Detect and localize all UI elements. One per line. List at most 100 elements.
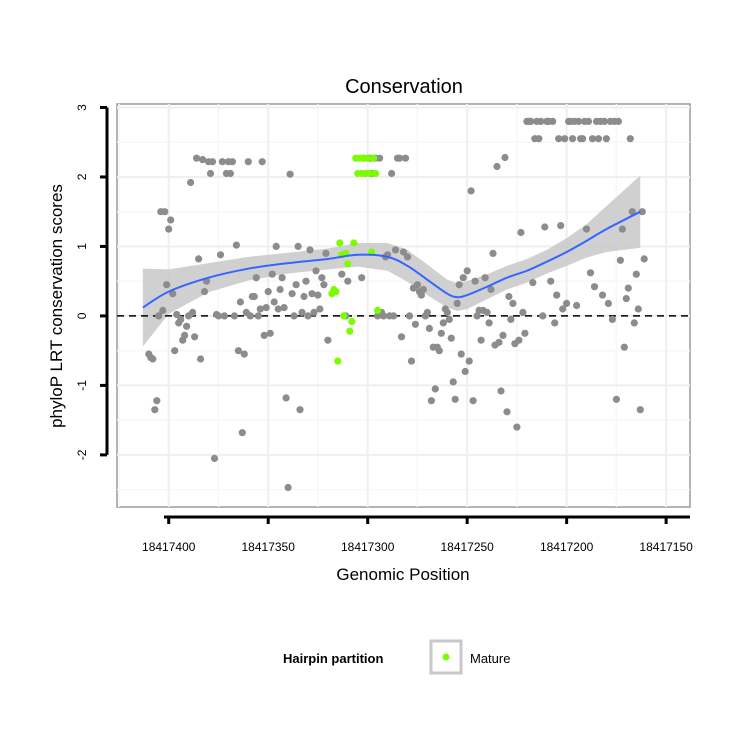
score-point: [218, 158, 226, 166]
score-point: [626, 135, 634, 143]
score-point: [489, 249, 497, 257]
score-point: [298, 308, 306, 316]
score-point: [493, 162, 501, 171]
score-point: [451, 395, 459, 403]
score-point: [549, 117, 557, 125]
score-point: [483, 308, 491, 316]
score-point: [391, 246, 400, 254]
score-point: [515, 336, 523, 344]
score-point: [250, 292, 258, 301]
score-point: [177, 315, 185, 323]
x-tick-label: 18417300: [341, 540, 395, 554]
score-point: [586, 269, 595, 277]
score-point: [557, 222, 565, 230]
x-tick-label: 18417250: [440, 540, 494, 554]
score-point: [344, 277, 352, 285]
mature-point: [332, 288, 340, 296]
legend-mature-swatch: [442, 653, 450, 661]
score-point: [636, 406, 644, 414]
score-point: [240, 350, 248, 358]
score-point: [563, 299, 571, 307]
score-point: [282, 394, 290, 402]
score-point: [521, 329, 529, 337]
score-point: [495, 338, 503, 346]
score-point: [376, 154, 384, 162]
score-point: [630, 319, 638, 327]
chart-title: Conservation: [345, 76, 463, 98]
score-point: [195, 255, 203, 263]
score-point: [210, 454, 219, 462]
score-point: [216, 251, 225, 259]
x-tick-label: 18417350: [242, 540, 296, 554]
score-point: [547, 277, 555, 285]
score-point: [537, 117, 545, 125]
score-point: [638, 208, 646, 216]
x-axis: 18417400 18417350 18417300 18417250 18417200…: [142, 515, 693, 554]
score-point: [439, 319, 447, 327]
score-point: [469, 397, 477, 405]
score-point: [561, 135, 569, 143]
score-point: [220, 312, 228, 320]
confidence-ribbon: [142, 175, 641, 347]
score-point: [302, 277, 310, 285]
score-point: [453, 299, 461, 307]
score-point: [214, 312, 223, 320]
score-point: [318, 274, 326, 282]
score-point: [435, 347, 443, 355]
score-point: [191, 333, 199, 341]
score-point: [262, 304, 270, 312]
score-point: [401, 154, 410, 162]
score-point: [455, 281, 463, 289]
x-tick-label: 18417150: [639, 540, 693, 554]
score-point: [171, 347, 179, 355]
score-point: [465, 357, 473, 365]
score-point: [397, 333, 406, 341]
score-point: [165, 225, 173, 233]
score-point: [487, 285, 495, 294]
score-point: [527, 117, 535, 125]
score-point: [507, 315, 515, 323]
y-tick-label: -1: [75, 380, 89, 391]
score-point: [161, 208, 169, 216]
score-point: [575, 117, 583, 125]
score-point: [276, 285, 284, 294]
score-point: [431, 385, 439, 393]
y-tick-label: 1: [75, 243, 89, 250]
score-point: [612, 395, 621, 403]
score-point: [252, 274, 260, 282]
score-point: [304, 312, 312, 320]
score-point: [163, 281, 171, 289]
score-point: [246, 312, 254, 320]
score-point: [264, 288, 272, 296]
x-axis-title: Genomic Position: [336, 565, 469, 584]
y-tick-label: -2: [75, 449, 89, 460]
score-point: [388, 169, 396, 178]
score-point: [183, 322, 191, 330]
score-point: [206, 169, 215, 178]
score-point: [471, 277, 479, 285]
score-point: [338, 270, 346, 278]
loess-smooth-line: [142, 210, 641, 309]
legend-key-box: [429, 639, 463, 675]
score-point: [159, 306, 167, 314]
mature-point: [336, 239, 344, 247]
score-point: [284, 483, 292, 492]
score-point: [553, 291, 561, 299]
score-point: [588, 135, 597, 143]
score-point: [232, 241, 240, 249]
score-point: [513, 423, 521, 431]
score-point: [481, 274, 489, 282]
legend-title: Hairpin partition: [283, 651, 383, 666]
y-tick-label: 2: [75, 173, 89, 180]
score-point: [632, 270, 640, 278]
score-point: [234, 347, 242, 355]
score-point: [517, 228, 525, 237]
score-point: [228, 158, 236, 166]
score-point: [167, 216, 175, 224]
score-point: [199, 156, 207, 164]
score-point: [187, 178, 195, 187]
score-point: [292, 281, 300, 289]
score-point: [600, 117, 609, 125]
score-point: [640, 255, 648, 263]
